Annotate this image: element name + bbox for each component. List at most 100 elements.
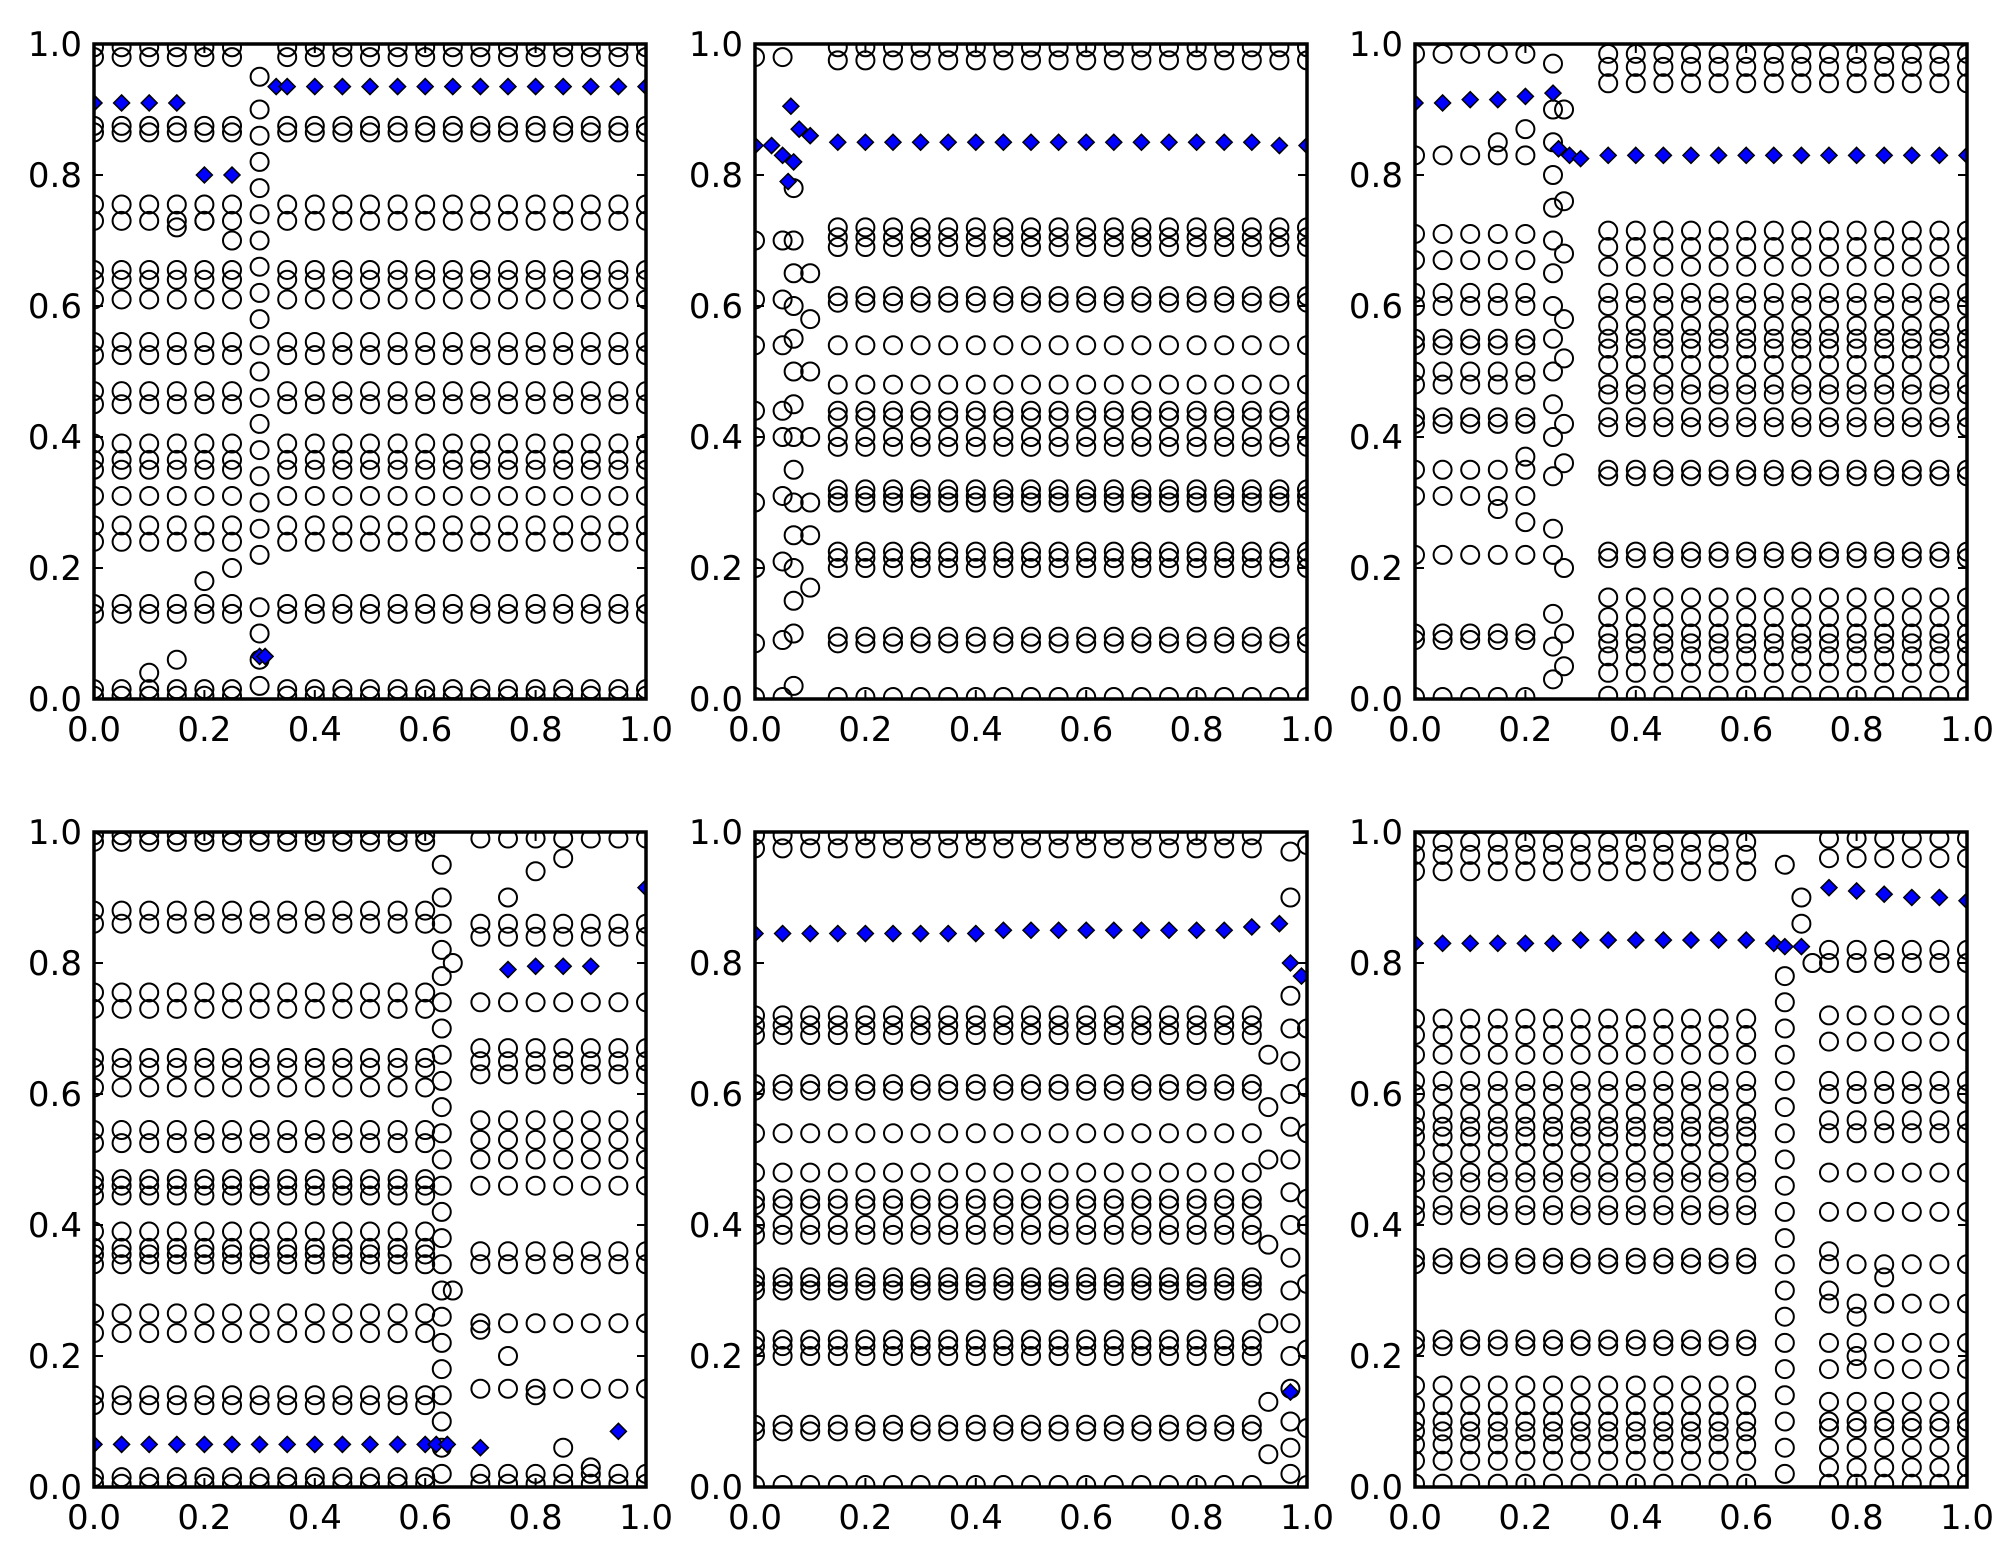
circle-point	[166, 594, 187, 615]
circle-point	[277, 1077, 298, 1098]
circle-point	[498, 394, 518, 415]
circle-point	[1570, 1254, 1591, 1275]
transition-point	[1258, 1391, 1279, 1412]
circle-point	[1131, 1025, 1152, 1046]
circle-point	[965, 485, 986, 506]
circle-point	[993, 541, 1014, 562]
transition-point	[1774, 1175, 1795, 1196]
circle-point	[1269, 626, 1290, 647]
circle-point	[1487, 282, 1508, 303]
circle-point	[111, 1133, 132, 1154]
circle-point	[1515, 687, 1536, 699]
circle-point	[360, 433, 380, 454]
circle-point	[1487, 1434, 1508, 1455]
circle-point	[553, 269, 574, 290]
circle-point	[387, 1169, 408, 1190]
circle-point	[755, 1273, 765, 1294]
circle-point	[1269, 541, 1290, 562]
circle-point	[1543, 1434, 1563, 1455]
circle-point	[139, 1175, 160, 1196]
diamond-point	[1021, 133, 1041, 152]
circle-point	[1048, 485, 1069, 506]
circle-point	[1929, 256, 1950, 277]
circle-point	[1214, 548, 1235, 569]
circle-point	[1131, 492, 1152, 513]
circle-point	[1021, 1475, 1041, 1487]
circle-point	[111, 531, 132, 552]
circle-point	[111, 982, 132, 1003]
circle-point	[1487, 485, 1508, 506]
diamond-point	[222, 165, 242, 185]
circle-point	[1515, 1473, 1536, 1487]
circle-point	[1957, 1110, 1967, 1131]
circle-point	[580, 115, 601, 136]
circle-point	[1653, 685, 1674, 699]
circle-point	[94, 1185, 104, 1206]
circle-point	[1653, 623, 1674, 644]
circle-point	[442, 115, 463, 136]
circle-point	[304, 394, 325, 415]
circle-point	[636, 345, 646, 366]
circle-point	[1103, 687, 1124, 699]
circle-point	[415, 900, 436, 921]
circle-point	[1625, 282, 1646, 303]
circle-point	[1214, 335, 1235, 356]
circle-point	[1846, 282, 1867, 303]
transition-point	[249, 597, 270, 618]
circle-point	[1653, 1247, 1674, 1268]
circle-point	[415, 1057, 436, 1078]
circle-point	[1957, 662, 1967, 683]
circle-point	[1846, 407, 1867, 428]
circle-point	[553, 1051, 574, 1072]
circle-point	[222, 332, 242, 353]
circle-point	[1625, 861, 1646, 882]
circle-point	[910, 1475, 931, 1487]
circle-point	[855, 217, 876, 238]
circle-point	[1736, 1254, 1757, 1275]
circle-point	[1159, 50, 1179, 71]
transition-point	[442, 953, 463, 973]
circle-point	[1653, 315, 1674, 336]
circle-point	[1653, 1411, 1674, 1432]
circle-point	[194, 459, 215, 480]
circle-point	[94, 115, 104, 136]
transition-point	[1774, 1018, 1795, 1039]
circle-point	[1653, 587, 1674, 608]
circle-point	[415, 1395, 436, 1416]
circle-point	[1186, 374, 1207, 395]
circle-point	[1708, 1172, 1729, 1193]
diamond-point	[112, 93, 131, 113]
transition-point	[222, 558, 242, 578]
transition-point	[772, 427, 793, 447]
circle-point	[965, 548, 986, 569]
circle-point	[636, 594, 646, 615]
circle-point	[1048, 407, 1069, 428]
subplot-1: 0.0 0.2 0.4 0.6 0.8 1.00.00.20.40.60.81.0	[28, 25, 673, 750]
x-tick-label: 0.6	[398, 710, 452, 750]
x-tick-label: 0.6	[1719, 1498, 1773, 1538]
circle-point	[1681, 1195, 1701, 1216]
transition-point	[1258, 1444, 1279, 1465]
transition-point	[1543, 518, 1563, 539]
circle-point	[580, 485, 601, 506]
circle-point	[965, 335, 986, 356]
circle-point	[938, 687, 959, 699]
circle-point	[415, 982, 436, 1003]
circle-point	[525, 1254, 546, 1275]
circle-point	[1076, 1336, 1097, 1357]
circle-point	[1076, 374, 1097, 395]
circle-point	[1625, 296, 1646, 316]
circle-point	[387, 394, 408, 415]
circle-point	[415, 459, 436, 480]
circle-point	[636, 433, 646, 454]
circle-point	[111, 394, 132, 415]
transition-point	[1280, 1051, 1301, 1072]
circle-point	[1214, 286, 1235, 307]
circle-point	[1681, 844, 1701, 865]
axes-frame	[753, 830, 1309, 1489]
circle-point	[938, 50, 959, 71]
circle-point	[1021, 1329, 1041, 1350]
circle-point	[166, 47, 187, 68]
circle-point	[938, 1074, 959, 1095]
y-tick-label: 1.0	[1349, 813, 1403, 853]
